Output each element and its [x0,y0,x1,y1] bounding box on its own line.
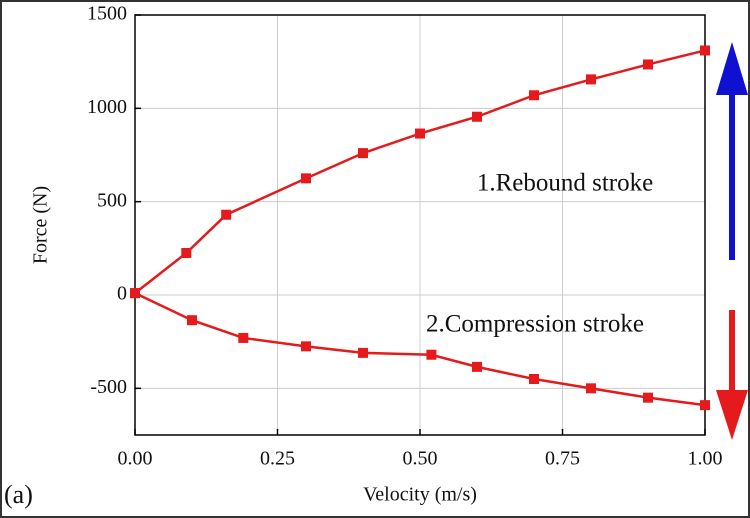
marker [643,392,653,403]
marker [130,288,140,299]
marker [358,148,368,159]
marker [529,90,539,101]
y-tick-label: 1500 [87,3,127,25]
marker [529,374,539,384]
x-tick-label: 0.25 [260,448,295,470]
marker [472,361,482,372]
rebound-arrow [716,42,748,260]
y-axis-title: Force (N) [30,186,52,264]
marker [221,209,232,220]
y-tick-label: 1000 [87,96,127,118]
x-tick-label: 0.50 [403,448,438,470]
y-tick-label: -500 [90,376,127,398]
y-tick-label: 0 [117,283,127,305]
y-tick-label: 500 [97,189,127,211]
marker [586,383,596,394]
marker [238,332,249,343]
x-tick-label: 0.75 [545,448,580,470]
marker [472,111,482,122]
marker [426,349,437,360]
marker [187,315,197,326]
marker [700,45,710,56]
compression-arrow [716,310,748,440]
x-axis-title: Velocity (m/s) [363,484,477,506]
marker [301,341,311,352]
series-label: 1.Rebound stroke [477,170,653,197]
grid [134,14,706,435]
marker [301,173,311,184]
marker [700,400,710,411]
marker [643,59,653,70]
panel-label: (a) [4,480,33,509]
marker [415,128,425,139]
series-label: 2.Compression stroke [426,311,644,338]
x-tick-label: 0.00 [118,448,153,470]
marker [586,74,596,85]
marker [181,248,192,258]
marker [358,347,368,358]
x-tick-label: 1.00 [688,448,723,470]
